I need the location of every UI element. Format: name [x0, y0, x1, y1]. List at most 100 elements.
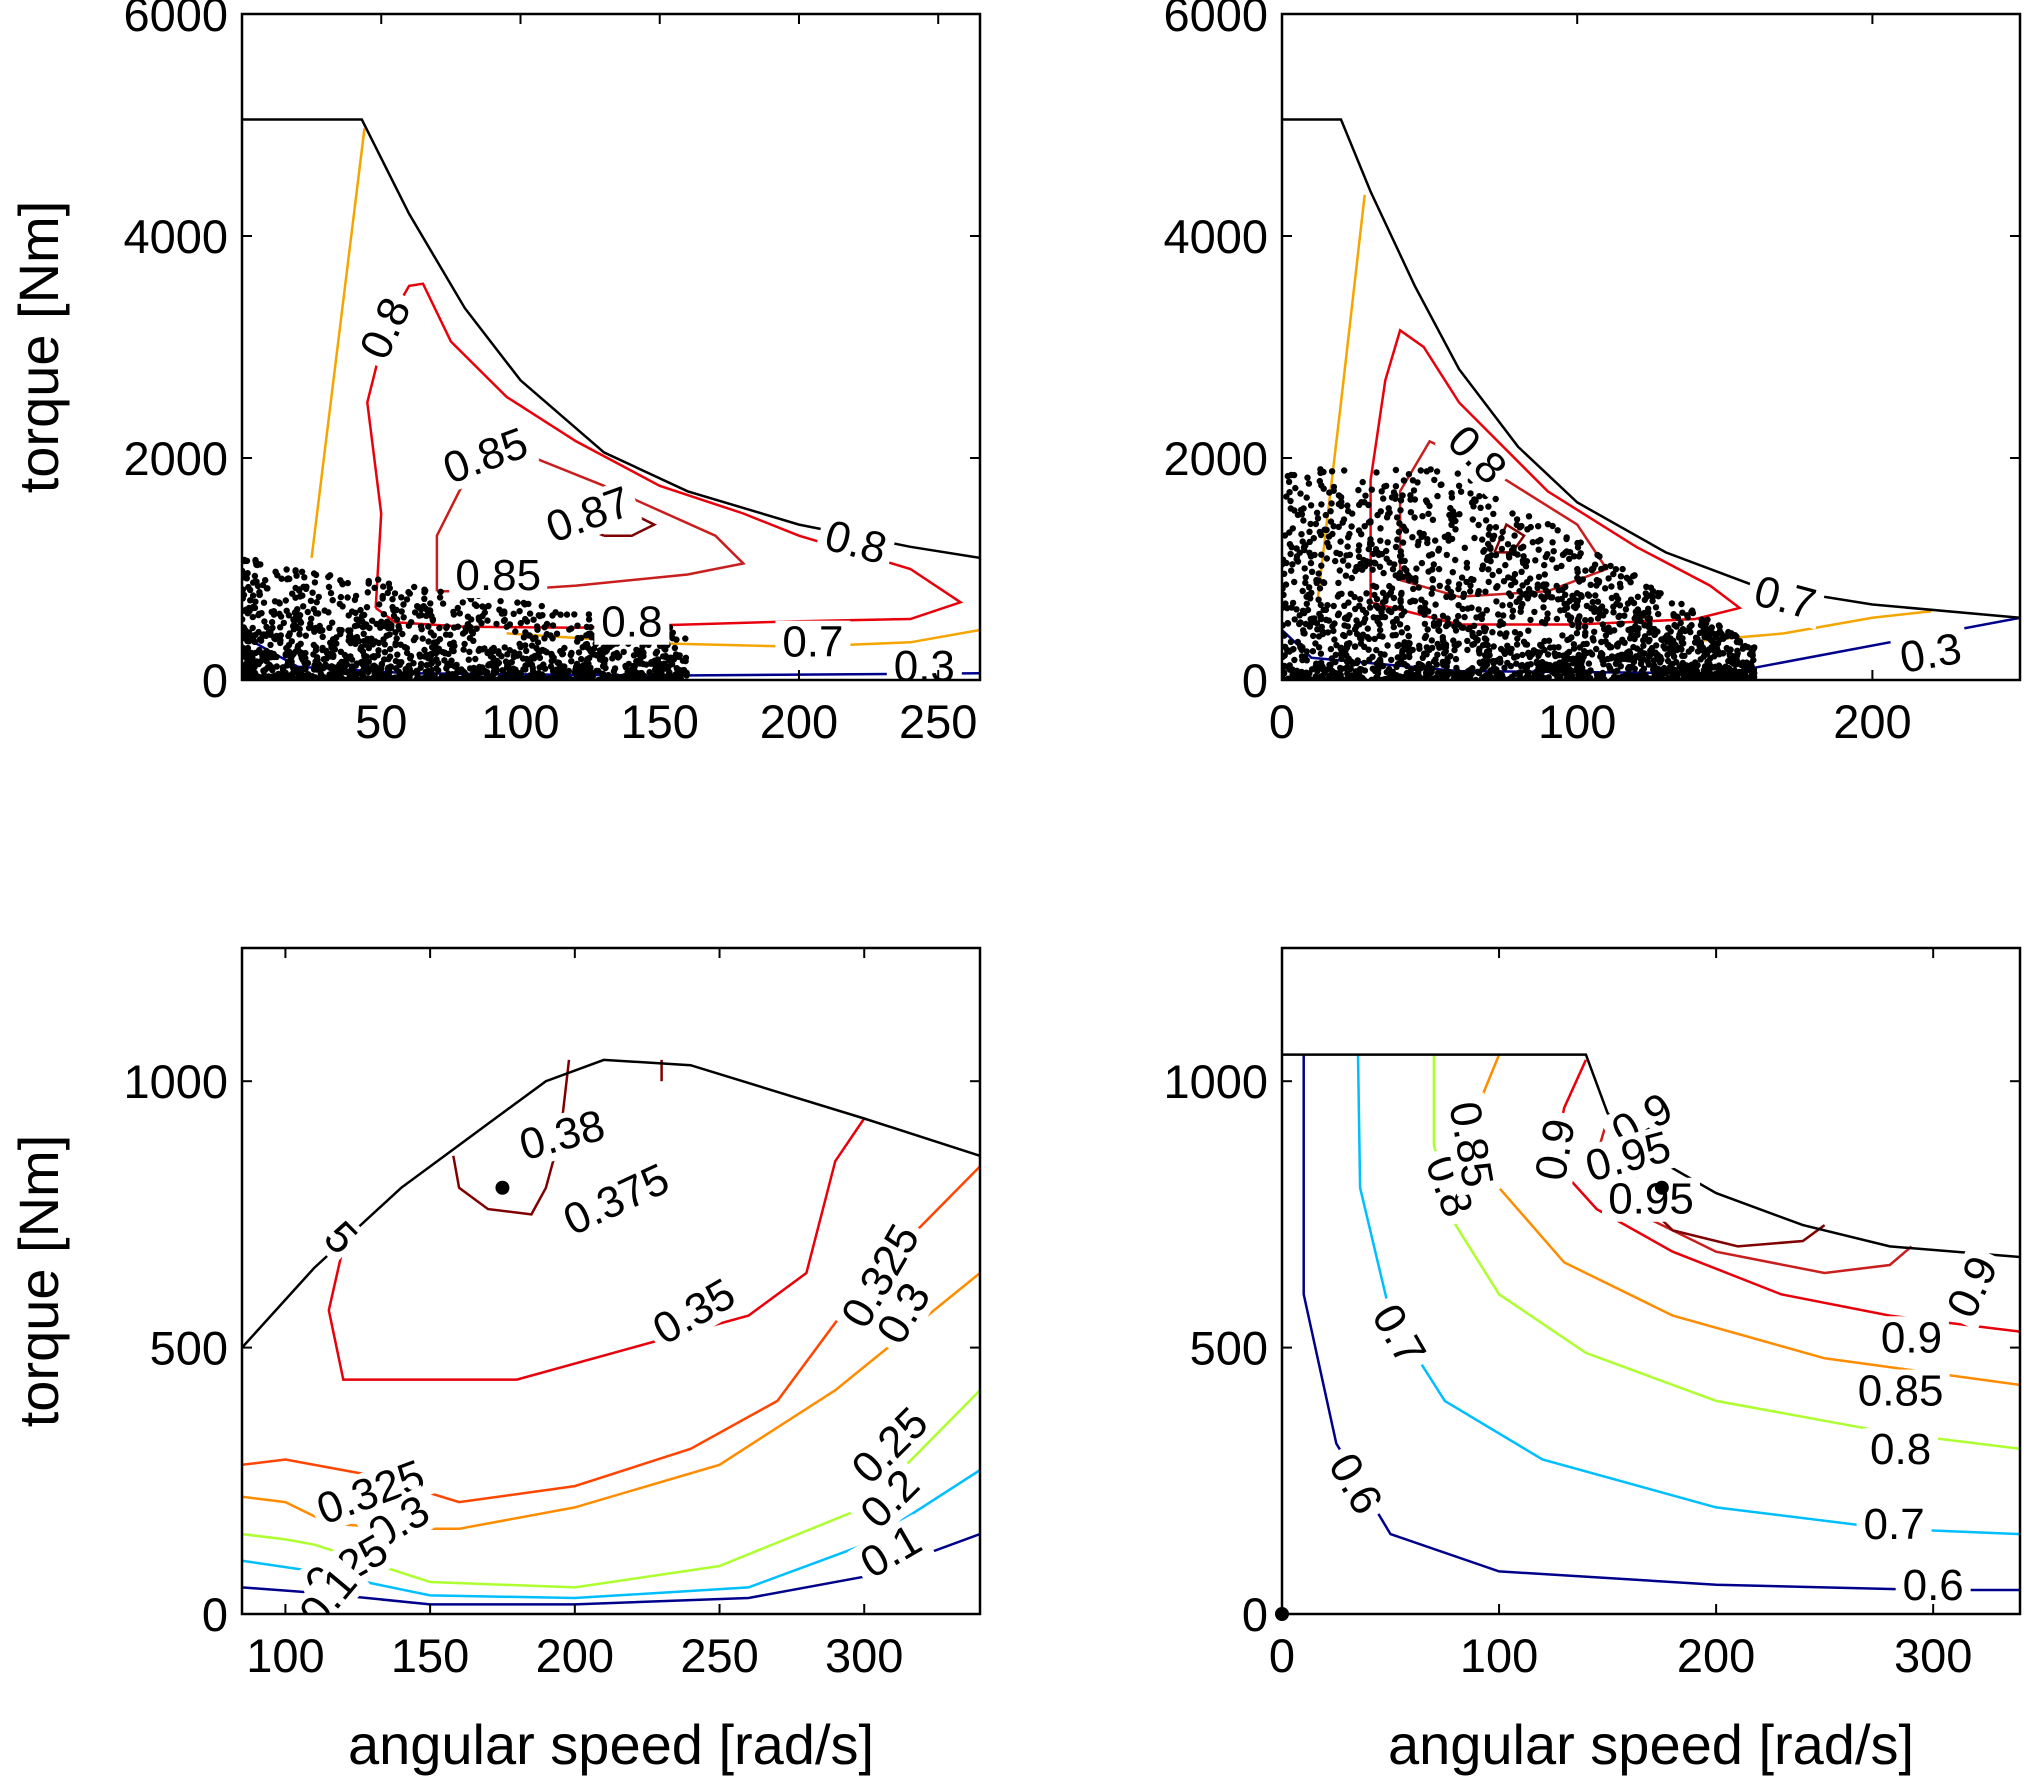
scatter-point: [260, 667, 267, 674]
scatter-point: [1419, 513, 1426, 520]
scatter-point: [1411, 597, 1419, 605]
scatter-point: [436, 624, 443, 632]
scatter-point: [1389, 566, 1397, 573]
scatter-point: [1298, 531, 1305, 538]
scatter-point: [1341, 467, 1348, 474]
scatter-point: [1614, 595, 1622, 603]
scatter-point: [283, 566, 290, 573]
plot-area: 0.7 0.3 0.8: [1282, 118, 2020, 680]
scatter-point: [1332, 557, 1339, 565]
scatter-point: [1373, 646, 1380, 654]
scatter-point: [376, 601, 383, 608]
scatter-point: [352, 609, 359, 616]
x-tick-label: 100: [481, 695, 559, 748]
scatter-point: [249, 592, 257, 599]
scatter-point: [1455, 482, 1463, 489]
scatter-point: [1312, 663, 1319, 670]
scatter-point: [1575, 619, 1582, 627]
scatter-point: [1439, 634, 1447, 641]
scatter-point: [1296, 549, 1304, 556]
scatter-point: [1603, 626, 1610, 633]
scatter-point: [472, 655, 479, 663]
scatter-point: [676, 667, 684, 674]
scatter-point: [1605, 575, 1612, 582]
scatter-point: [1681, 627, 1689, 635]
scatter-point: [288, 653, 295, 660]
scatter-point: [326, 624, 333, 631]
scatter-point: [1637, 647, 1644, 655]
scatter-point: [1513, 598, 1520, 606]
scatter-point: [1541, 561, 1548, 569]
scatter-point: [1316, 585, 1324, 592]
scatter-point: [1589, 598, 1597, 606]
scatter-point: [1398, 629, 1406, 636]
scatter-point: [1617, 583, 1624, 591]
scatter-point: [1338, 498, 1345, 506]
scatter-point: [361, 611, 368, 619]
scatter-point: [1512, 579, 1519, 586]
scatter-point: [329, 597, 336, 604]
scatter-point: [1366, 604, 1374, 611]
scatter-point: [331, 646, 339, 653]
y-tick-label: 0: [202, 1588, 228, 1641]
contour-label-text: 0.7: [1749, 566, 1821, 629]
scatter-point: [1706, 632, 1713, 640]
scatter-point: [437, 588, 444, 595]
scatter-point: [1468, 604, 1475, 611]
scatter-point: [1576, 613, 1583, 620]
scatter-point: [1313, 509, 1321, 516]
scatter-point: [1369, 665, 1377, 672]
scatter-point: [1630, 599, 1638, 607]
contour-line-0_3: [242, 1272, 980, 1531]
scatter-point: [1565, 662, 1572, 669]
scatter-point: [1376, 632, 1383, 639]
scatter-point: [1304, 606, 1312, 614]
scatter-point: [1443, 551, 1451, 559]
scatter-point: [665, 671, 672, 679]
scatter-point: [251, 604, 259, 612]
scatter-point: [1613, 657, 1620, 664]
scatter-point: [1376, 621, 1383, 628]
scatter-point: [1348, 658, 1355, 665]
contour-label-text: 0.7: [1864, 1500, 1925, 1549]
scatter-point: [1554, 596, 1562, 603]
scatter-point: [647, 660, 655, 667]
scatter-point: [1282, 632, 1288, 639]
scatter-point: [1534, 538, 1542, 545]
scatter-point: [1511, 629, 1519, 636]
scatter-point: [1527, 616, 1534, 624]
scatter-point: [1614, 643, 1621, 650]
scatter-point: [1299, 587, 1306, 595]
scatter-point: [1527, 661, 1535, 668]
scatter-point: [1593, 582, 1600, 589]
scatter-point: [308, 615, 315, 622]
scatter-point: [501, 644, 508, 651]
scatter-point: [1499, 528, 1506, 536]
scatter-point: [460, 646, 467, 653]
scatter-point: [517, 643, 524, 651]
scatter-point: [1673, 658, 1680, 666]
scatter-point: [1501, 664, 1508, 671]
scatter-point: [683, 672, 690, 679]
scatter-point: [1358, 666, 1365, 673]
scatter-point: [1400, 523, 1407, 530]
scatter-point: [1436, 582, 1444, 589]
scatter-point: [1398, 557, 1405, 565]
scatter-point: [1297, 490, 1304, 497]
scatter-point: [1421, 620, 1429, 628]
scatter-point: [1413, 565, 1420, 572]
scatter-point: [1576, 576, 1583, 584]
x-tick-label: 250: [680, 1629, 758, 1682]
scatter-point: [310, 641, 317, 649]
scatter-point: [1300, 517, 1307, 524]
scatter-point: [1452, 655, 1460, 663]
scatter-point: [1434, 492, 1441, 500]
scatter-point: [290, 626, 298, 633]
scatter-point: [1479, 536, 1486, 543]
scatter-point: [1692, 634, 1700, 641]
scatter-point: [1289, 666, 1296, 673]
scatter-point: [1298, 653, 1306, 660]
scatter-point: [271, 598, 279, 605]
x-tick-label: 0: [1269, 1629, 1295, 1682]
scatter-point: [242, 661, 249, 668]
